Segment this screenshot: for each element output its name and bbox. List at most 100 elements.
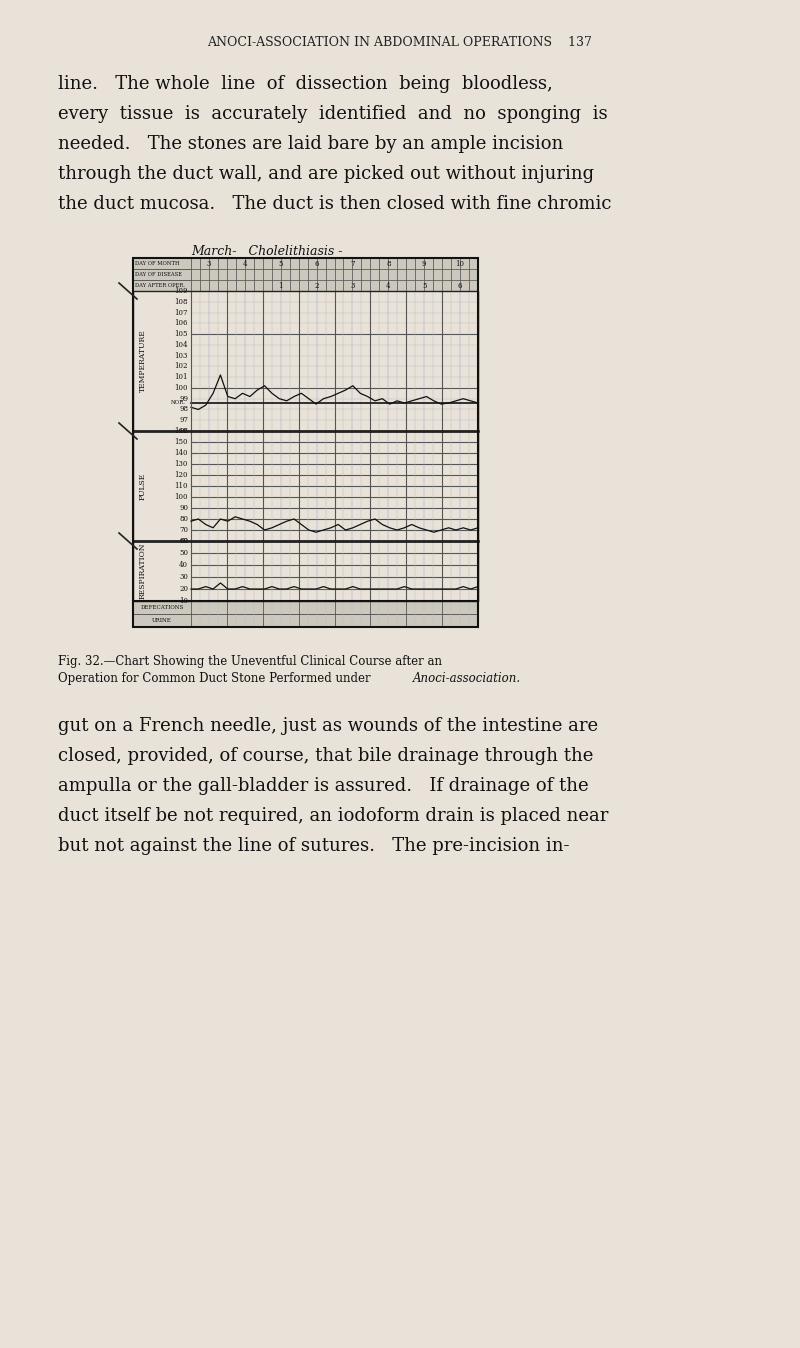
Bar — [254, 270, 262, 280]
Bar — [362, 280, 370, 291]
Bar — [460, 280, 469, 291]
Bar — [343, 257, 353, 270]
Text: every  tissue  is  accurately  identified  and  no  sponging  is: every tissue is accurately identified an… — [58, 105, 608, 123]
Bar — [326, 257, 334, 270]
Bar — [379, 270, 388, 280]
Text: 103: 103 — [174, 352, 188, 360]
Bar — [362, 257, 370, 270]
Text: ampulla or the gall-bladder is assured.   If drainage of the: ampulla or the gall-bladder is assured. … — [58, 776, 589, 795]
Bar — [398, 257, 406, 270]
Bar — [209, 270, 218, 280]
Text: 104: 104 — [174, 341, 188, 349]
Bar — [353, 270, 362, 280]
Bar — [133, 291, 478, 431]
Bar — [133, 257, 191, 270]
Bar — [442, 280, 451, 291]
Bar — [254, 280, 262, 291]
Text: the duct mucosa.   The duct is then closed with fine chromic: the duct mucosa. The duct is then closed… — [58, 195, 611, 213]
Bar — [353, 280, 362, 291]
Text: 4: 4 — [386, 282, 390, 290]
Text: 102: 102 — [174, 363, 188, 371]
Bar — [281, 270, 290, 280]
Bar — [451, 280, 460, 291]
Bar — [262, 280, 272, 291]
Text: 6: 6 — [314, 260, 319, 267]
Text: Operation for Common Duct Stone Performed under: Operation for Common Duct Stone Performe… — [58, 673, 374, 685]
Text: 2: 2 — [314, 282, 319, 290]
Bar — [415, 257, 424, 270]
Text: 90: 90 — [179, 504, 188, 512]
Bar — [209, 257, 218, 270]
Bar — [370, 270, 379, 280]
Text: 110: 110 — [174, 483, 188, 491]
Text: 107: 107 — [174, 309, 188, 317]
Bar — [298, 280, 307, 291]
Bar — [433, 257, 442, 270]
Bar — [398, 270, 406, 280]
Text: March-   Cholelithiasis -: March- Cholelithiasis - — [191, 245, 342, 257]
Bar — [317, 257, 326, 270]
Bar — [307, 257, 317, 270]
Text: PULSE: PULSE — [139, 472, 147, 500]
Bar — [406, 270, 415, 280]
Bar — [236, 270, 245, 280]
Text: 10: 10 — [455, 260, 465, 267]
Text: 150: 150 — [174, 438, 188, 446]
Bar — [388, 280, 398, 291]
Bar — [254, 257, 262, 270]
Bar — [362, 270, 370, 280]
Bar — [191, 270, 200, 280]
Text: 4: 4 — [242, 260, 247, 267]
Text: through the duct wall, and are picked out without injuring: through the duct wall, and are picked ou… — [58, 164, 594, 183]
Bar — [133, 270, 191, 280]
Bar — [262, 270, 272, 280]
Bar — [334, 257, 343, 270]
Bar — [317, 280, 326, 291]
Text: 5: 5 — [278, 260, 283, 267]
Bar — [433, 280, 442, 291]
Bar — [133, 257, 478, 627]
Text: duct itself be not required, an iodoform drain is placed near: duct itself be not required, an iodoform… — [58, 807, 608, 825]
Text: needed.   The stones are laid bare by an ample incision: needed. The stones are laid bare by an a… — [58, 135, 563, 154]
Text: 7: 7 — [350, 260, 354, 267]
Bar — [262, 257, 272, 270]
Bar — [209, 280, 218, 291]
Bar — [236, 257, 245, 270]
Text: 1: 1 — [278, 282, 283, 290]
Bar — [469, 257, 478, 270]
Text: TEMPERATURE: TEMPERATURE — [139, 330, 147, 392]
Text: 6: 6 — [458, 282, 462, 290]
Text: 160: 160 — [174, 427, 188, 435]
Bar — [388, 257, 398, 270]
Text: Fig. 32.—Chart Showing the Uneventful Clinical Course after an: Fig. 32.—Chart Showing the Uneventful Cl… — [58, 655, 442, 669]
Bar — [281, 280, 290, 291]
Bar — [133, 431, 478, 541]
Bar — [133, 601, 478, 613]
Text: 130: 130 — [174, 460, 188, 468]
Bar — [218, 270, 227, 280]
Bar — [406, 257, 415, 270]
Bar — [272, 270, 281, 280]
Bar — [424, 257, 433, 270]
Bar — [451, 270, 460, 280]
Text: 8: 8 — [386, 260, 390, 267]
Text: 100: 100 — [174, 493, 188, 501]
Bar — [388, 270, 398, 280]
Bar — [227, 270, 236, 280]
Bar — [133, 613, 478, 627]
Bar — [317, 270, 326, 280]
Bar — [236, 280, 245, 291]
Bar — [290, 280, 298, 291]
Text: 108: 108 — [174, 298, 188, 306]
Bar — [298, 270, 307, 280]
Bar — [298, 257, 307, 270]
Bar — [370, 280, 379, 291]
Bar — [191, 257, 200, 270]
Bar — [334, 270, 343, 280]
Bar — [398, 280, 406, 291]
Text: 109: 109 — [174, 287, 188, 295]
Text: 80: 80 — [179, 515, 188, 523]
Text: DAY OF MONTH: DAY OF MONTH — [135, 262, 180, 266]
Text: NOR.: NOR. — [171, 400, 186, 406]
Bar — [191, 280, 200, 291]
